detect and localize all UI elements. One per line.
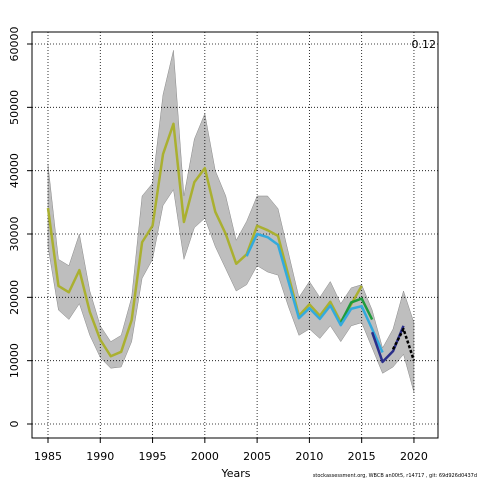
x-tick-label: 1990 (86, 450, 114, 463)
x-tick-label: 2005 (243, 450, 271, 463)
x-axis-label: Years (220, 467, 250, 480)
footer: stockassessment.org, WBCB an00t5, r14717… (313, 473, 477, 479)
y-tick-label: 10000 (8, 343, 21, 378)
confidence-band (47, 50, 415, 393)
series-line (46, 122, 363, 358)
y-tick-label: 60000 (8, 27, 21, 62)
series-line (391, 327, 416, 362)
corner-label: 0.12 (412, 38, 437, 51)
x-tick-label: 2000 (191, 450, 219, 463)
x-tick-label: 2020 (400, 450, 428, 463)
x-tick-label: 1995 (139, 450, 167, 463)
y-tick-label: 0 (8, 420, 21, 427)
x-tick-label: 2010 (295, 450, 323, 463)
y-tick-label: 30000 (8, 216, 21, 251)
x-tick-label: 2015 (348, 450, 376, 463)
x-tick-label: 1985 (34, 450, 62, 463)
y-tick-label: 40000 (8, 153, 21, 188)
series-line (339, 297, 374, 324)
y-tick-label: 20000 (8, 280, 21, 315)
y-tick-label: 50000 (8, 90, 21, 125)
series-line (245, 232, 384, 353)
plot-frame (31, 31, 439, 439)
